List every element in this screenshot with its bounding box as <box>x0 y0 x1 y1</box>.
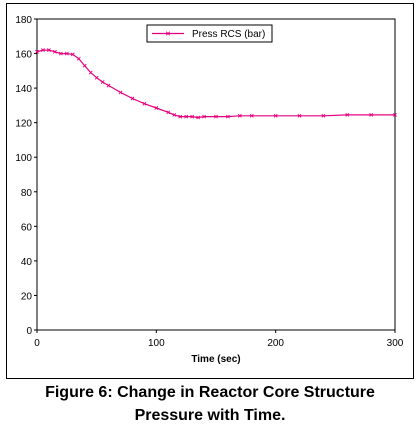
data-point <box>321 113 326 118</box>
data-point <box>297 113 302 118</box>
x-axis-label: Time (sec) <box>191 354 240 365</box>
y-tick-label: 80 <box>21 188 33 199</box>
data-point <box>172 112 177 117</box>
x-tick-label: 100 <box>148 338 165 349</box>
data-point <box>106 83 111 88</box>
data-point-marker <box>82 63 87 68</box>
data-point-marker <box>47 48 51 53</box>
data-point <box>202 114 206 119</box>
data-point-marker <box>249 113 254 118</box>
data-point <box>88 70 93 75</box>
data-point-marker <box>41 48 45 53</box>
plot-area <box>36 18 396 331</box>
data-point-marker <box>70 52 75 57</box>
data-point-marker <box>196 115 201 120</box>
series-line <box>36 49 395 119</box>
data-point <box>369 112 374 117</box>
data-point-marker <box>100 80 105 84</box>
data-point <box>130 96 135 101</box>
legend-swatch-marker <box>165 31 171 36</box>
data-point-marker <box>226 114 230 119</box>
data-point-marker <box>118 90 123 95</box>
y-tick-label: 40 <box>21 257 33 268</box>
y-tick-label: 160 <box>15 50 32 61</box>
data-point-marker <box>321 113 326 118</box>
data-point-marker <box>130 96 135 101</box>
pressure-line-chart: 0 20 40 60 80 100 120 140 160 180 0 100 200 300 Press… <box>15 15 403 365</box>
data-point <box>154 106 159 110</box>
data-point <box>190 114 195 119</box>
series-layer <box>35 48 397 120</box>
y-tick-label: 60 <box>21 222 33 233</box>
data-point-marker <box>52 49 57 54</box>
data-point <box>142 101 147 106</box>
data-point <box>273 113 278 118</box>
y-tick-label: 20 <box>21 291 33 302</box>
legend-label: Press RCS (bar) <box>192 29 265 40</box>
data-point-marker <box>190 114 195 119</box>
data-point <box>41 48 45 53</box>
data-point <box>118 90 123 95</box>
data-point <box>82 63 87 68</box>
data-point <box>345 112 350 117</box>
legend: Press RCS (bar) <box>146 24 273 43</box>
data-point-marker <box>35 49 39 54</box>
data-point-marker <box>58 51 63 56</box>
data-point <box>52 49 57 54</box>
data-point <box>249 113 254 118</box>
data-point <box>47 48 51 53</box>
data-point-marker <box>214 114 218 119</box>
y-tick-label: 180 <box>15 15 32 26</box>
data-point <box>35 49 39 54</box>
data-point-marker <box>297 113 302 118</box>
data-point-marker <box>178 114 183 119</box>
data-point <box>226 114 230 119</box>
data-point <box>184 114 189 119</box>
data-point-marker <box>142 101 147 106</box>
data-point-marker <box>345 112 350 117</box>
data-point <box>94 75 99 80</box>
caption-line-2: Pressure with Time. <box>134 407 286 424</box>
caption-line-1: Figure 6: Change in Reactor Core Structu… <box>45 384 375 401</box>
data-point-marker <box>184 114 189 119</box>
data-point-marker <box>273 113 278 118</box>
data-point <box>393 112 397 117</box>
data-point <box>178 114 183 119</box>
data-point <box>214 114 218 119</box>
data-point <box>76 56 81 61</box>
data-point <box>237 113 242 118</box>
data-point <box>166 110 171 115</box>
data-point <box>64 51 69 56</box>
data-point-marker <box>369 112 374 117</box>
data-point-marker <box>106 83 111 88</box>
data-point-marker <box>166 110 171 115</box>
y-tick-label: 0 <box>26 326 32 337</box>
data-point <box>100 80 105 84</box>
data-point-marker <box>172 112 177 117</box>
tick-labels: 0 20 40 60 80 100 120 140 160 180 0 100 200 300 <box>15 15 403 349</box>
x-tick-label: 300 <box>387 338 404 349</box>
figure-caption: Figure 6: Change in Reactor Core Structu… <box>0 381 420 427</box>
data-point-marker <box>88 70 93 75</box>
data-point-marker <box>393 112 397 117</box>
x-tick-label: 200 <box>267 338 284 349</box>
data-point-marker <box>64 51 69 56</box>
data-point-marker <box>76 56 81 61</box>
axes <box>34 18 396 333</box>
y-tick-label: 140 <box>15 84 32 95</box>
data-point-marker <box>94 75 99 80</box>
y-tick-label: 120 <box>15 119 32 130</box>
data-point-marker <box>202 114 206 119</box>
y-tick-label: 100 <box>15 153 32 164</box>
legend-box <box>146 24 273 43</box>
data-point-marker <box>154 106 159 110</box>
data-point <box>196 115 201 120</box>
data-point <box>58 51 63 56</box>
x-tick-label: 0 <box>34 338 40 349</box>
data-point <box>70 52 75 57</box>
data-point-marker <box>237 113 242 118</box>
